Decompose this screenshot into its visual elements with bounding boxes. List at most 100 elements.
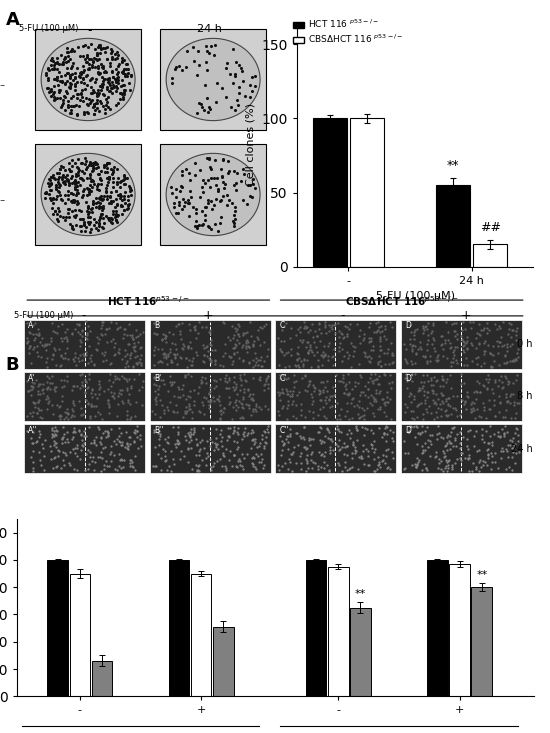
Point bbox=[46, 453, 55, 465]
Point bbox=[100, 426, 109, 438]
Point bbox=[438, 350, 447, 362]
Point bbox=[371, 465, 380, 477]
Point bbox=[157, 344, 166, 356]
Point bbox=[97, 328, 106, 340]
Point bbox=[328, 380, 337, 392]
Point bbox=[50, 73, 59, 85]
Point bbox=[178, 383, 186, 394]
Point bbox=[87, 81, 96, 93]
Point bbox=[59, 446, 68, 458]
Point bbox=[59, 421, 68, 433]
Point bbox=[122, 442, 131, 454]
Point bbox=[97, 316, 106, 328]
Point bbox=[60, 380, 69, 392]
Point bbox=[475, 443, 484, 455]
Point bbox=[130, 436, 139, 448]
Point bbox=[209, 395, 218, 407]
Point bbox=[230, 372, 239, 383]
Point bbox=[83, 182, 92, 194]
Point bbox=[73, 188, 81, 199]
Point bbox=[349, 439, 358, 451]
Point bbox=[50, 86, 59, 97]
Bar bbox=[275, 320, 396, 369]
Point bbox=[206, 354, 215, 366]
Point bbox=[112, 80, 120, 92]
Point bbox=[374, 451, 383, 463]
Point bbox=[359, 334, 367, 346]
Point bbox=[337, 327, 346, 339]
Point bbox=[85, 63, 94, 75]
Point bbox=[438, 330, 447, 342]
Point bbox=[448, 463, 457, 474]
Point bbox=[113, 346, 122, 358]
Point bbox=[43, 361, 52, 372]
Point bbox=[134, 356, 143, 368]
Point bbox=[505, 323, 514, 335]
Point bbox=[260, 442, 269, 454]
Point bbox=[284, 436, 293, 448]
Point bbox=[152, 379, 161, 391]
Point bbox=[41, 187, 50, 199]
Point bbox=[148, 405, 157, 417]
Point bbox=[239, 368, 248, 380]
Point bbox=[374, 422, 383, 434]
Point bbox=[251, 461, 260, 473]
Point bbox=[54, 178, 63, 190]
Point bbox=[30, 397, 39, 409]
Point bbox=[433, 463, 442, 474]
Point bbox=[505, 435, 514, 446]
Point bbox=[425, 355, 434, 366]
Point bbox=[106, 85, 114, 97]
Point bbox=[221, 347, 230, 358]
Point bbox=[97, 207, 106, 219]
Point bbox=[285, 333, 294, 345]
Point bbox=[415, 383, 424, 394]
Point bbox=[83, 51, 92, 63]
Point bbox=[307, 446, 316, 458]
Point bbox=[421, 443, 430, 455]
Point bbox=[87, 385, 96, 397]
Point bbox=[206, 40, 215, 51]
Point bbox=[459, 399, 468, 410]
Point bbox=[433, 374, 442, 386]
Point bbox=[109, 182, 118, 194]
Point bbox=[99, 75, 108, 87]
Point bbox=[203, 92, 212, 104]
Point bbox=[71, 181, 80, 193]
Point bbox=[97, 61, 106, 73]
Point bbox=[156, 394, 164, 406]
Point bbox=[50, 342, 58, 354]
Point bbox=[327, 433, 336, 445]
Point bbox=[92, 88, 101, 100]
Point bbox=[134, 331, 142, 342]
Point bbox=[119, 67, 128, 79]
Point bbox=[90, 213, 99, 225]
Point bbox=[94, 61, 102, 73]
Point bbox=[92, 87, 101, 99]
Point bbox=[199, 356, 208, 367]
Point bbox=[287, 398, 296, 410]
Point bbox=[87, 159, 96, 171]
X-axis label: 5-FU (100 μM): 5-FU (100 μM) bbox=[376, 291, 455, 301]
Point bbox=[474, 410, 483, 422]
Text: 5-FU (100 μM): 5-FU (100 μM) bbox=[19, 24, 79, 34]
Point bbox=[84, 444, 93, 456]
Point bbox=[199, 442, 208, 454]
Point bbox=[188, 428, 197, 440]
Point bbox=[124, 318, 133, 330]
Point bbox=[320, 350, 328, 362]
Point bbox=[87, 356, 96, 367]
Point bbox=[108, 205, 117, 217]
Point bbox=[406, 420, 415, 432]
Point bbox=[49, 197, 58, 209]
Point bbox=[68, 327, 76, 339]
Point bbox=[39, 377, 47, 389]
Point bbox=[88, 198, 97, 210]
Point bbox=[118, 51, 127, 63]
Point bbox=[68, 383, 77, 395]
Point bbox=[476, 329, 485, 341]
Point bbox=[377, 320, 386, 331]
Point bbox=[261, 400, 270, 412]
Point bbox=[463, 342, 472, 354]
Point bbox=[246, 316, 255, 328]
